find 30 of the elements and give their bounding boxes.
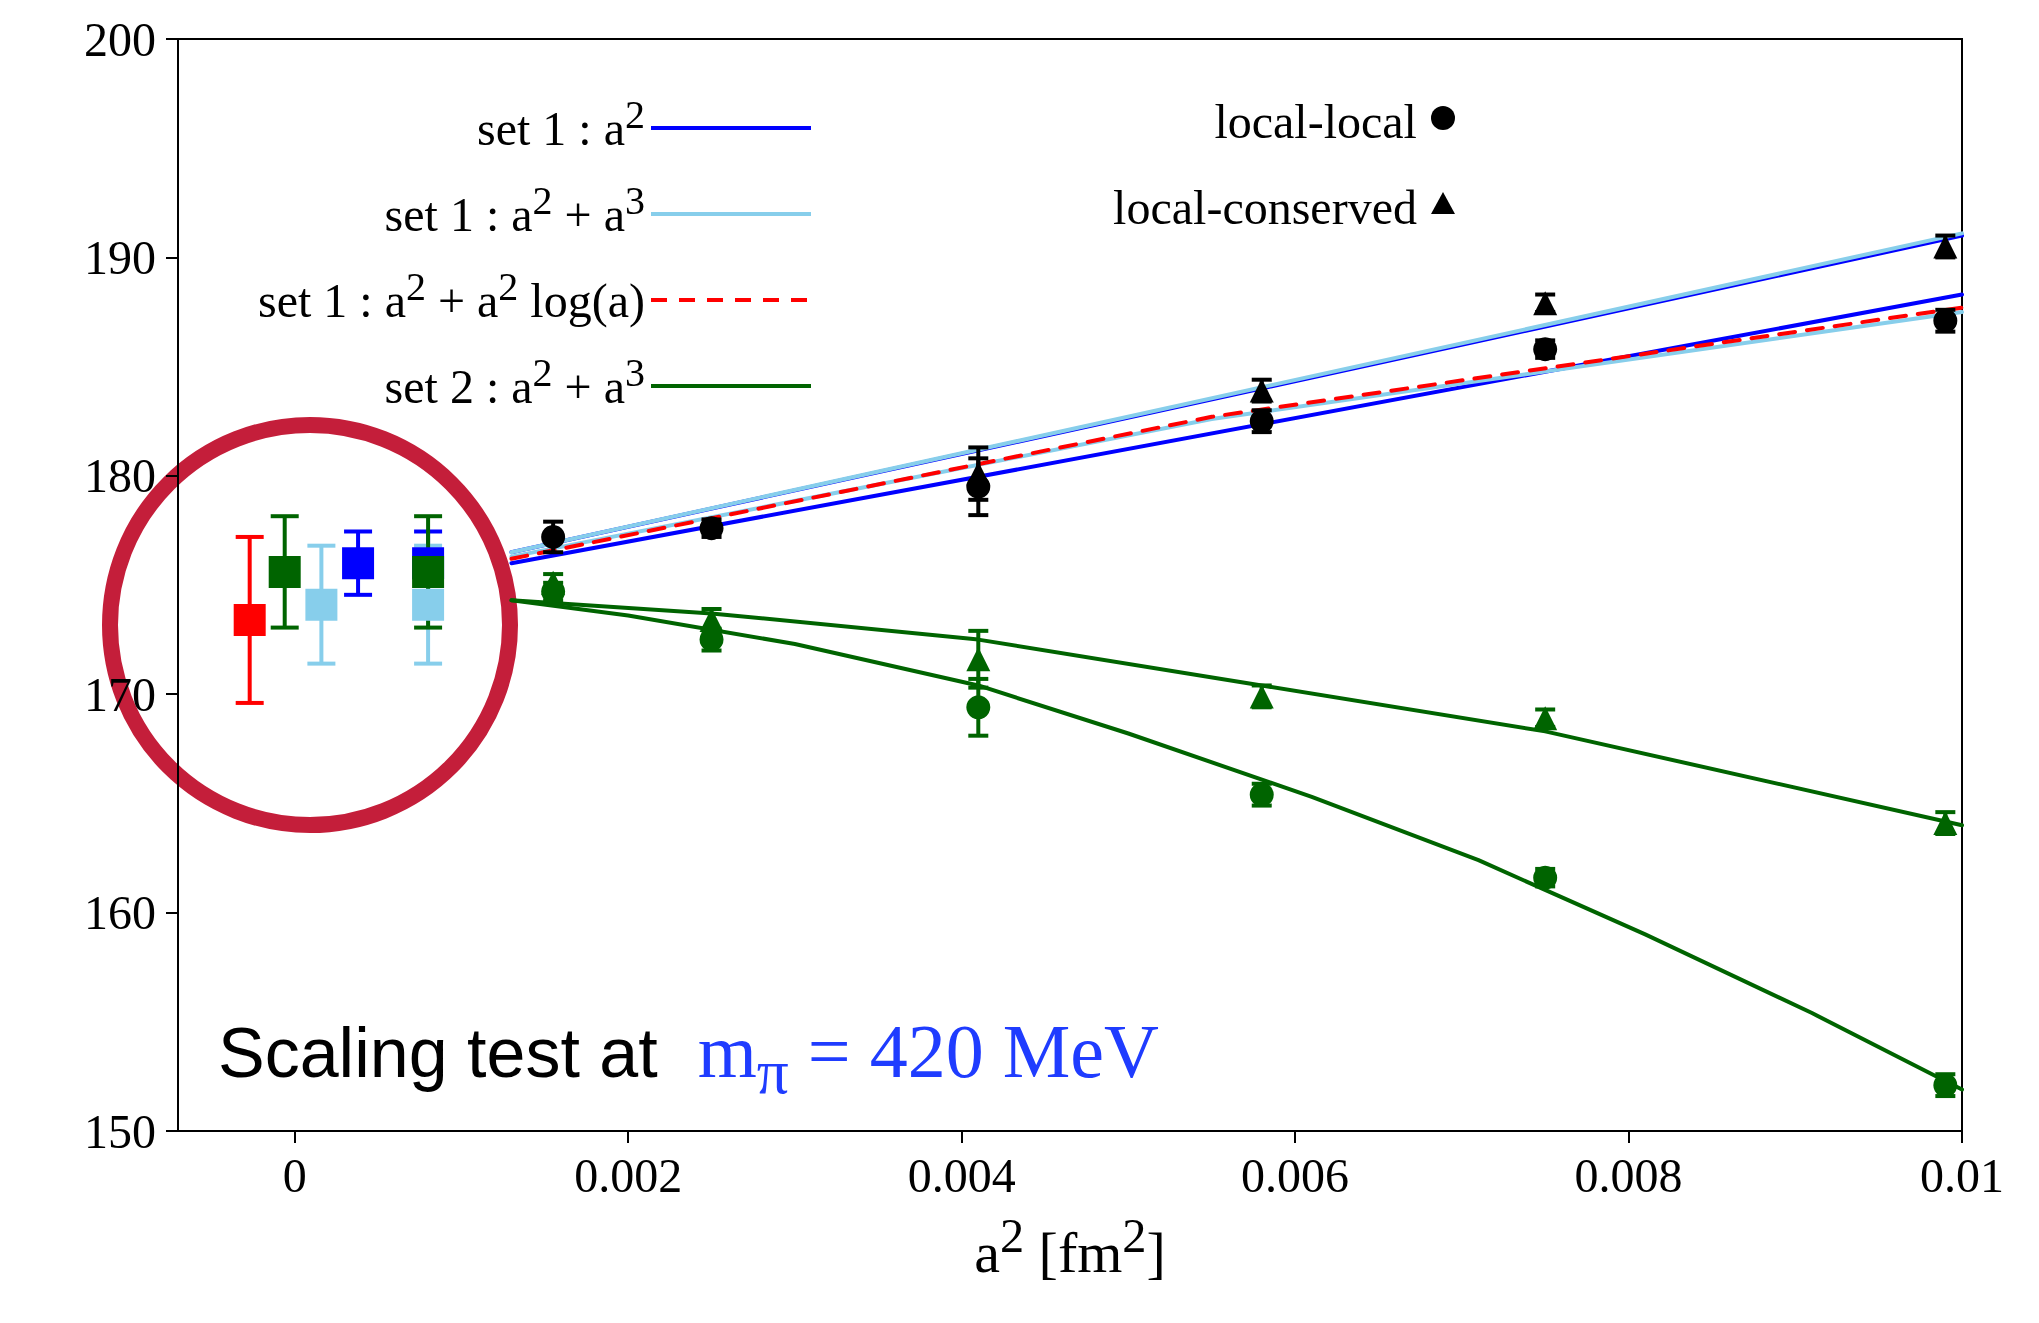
x-tick-label: 0 (282, 1148, 307, 1202)
y-tick-label: 200 (84, 12, 156, 66)
point (412, 555, 445, 588)
legend-label: local-local (1213, 94, 1417, 150)
annotation: m$_{π}$ = 420 MeV (697, 1008, 1159, 1110)
x-axis-title: a$^{2}$ [fm$^{2}$] (973, 1208, 1167, 1287)
y-tick-label: 160 (84, 886, 156, 940)
point (268, 555, 301, 588)
x-tick-label: 0.008 (1574, 1148, 1683, 1202)
x-tick-label: 0.002 (574, 1148, 683, 1202)
point (541, 524, 566, 549)
legend-label: set 2 : a$^{2}$ + a$^{3}$ (383, 349, 645, 415)
x-tick-label: 0.01 (1920, 1148, 2004, 1202)
x-tick-label: 0.004 (907, 1148, 1016, 1202)
point (305, 588, 338, 621)
point (966, 695, 991, 720)
x-tick-label: 0.006 (1241, 1148, 1350, 1202)
y-tick-label: 190 (84, 230, 156, 284)
y-tick-label: 180 (84, 449, 156, 503)
point (342, 547, 375, 580)
point (541, 570, 566, 595)
legend-label: set 1 : a$^{2}$ (476, 91, 645, 157)
point (412, 588, 445, 621)
legend-label: set 1 : a$^{2}$ + a$^{2}$ log(a) (258, 263, 645, 330)
annotation: Scaling test at (218, 1013, 658, 1093)
legend-label: set 1 : a$^{2}$ + a$^{3}$ (383, 177, 645, 243)
legend-label: local-conserved (1112, 180, 1417, 236)
point (233, 603, 266, 636)
y-tick-label: 150 (84, 1104, 156, 1158)
point (966, 647, 991, 672)
